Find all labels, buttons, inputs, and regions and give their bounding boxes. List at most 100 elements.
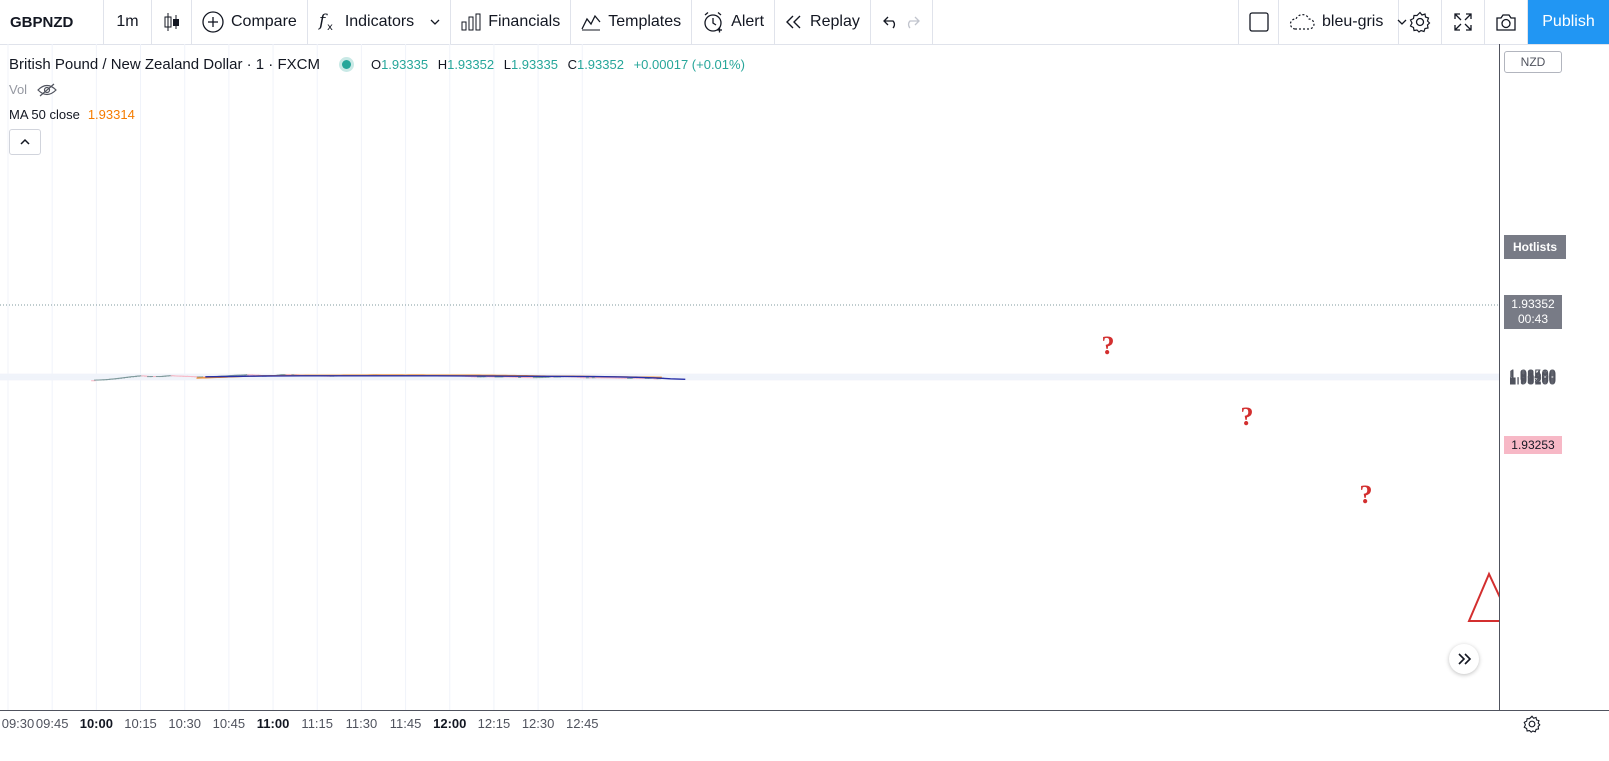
trend-line-drawing xyxy=(205,375,686,380)
candle-body xyxy=(105,379,111,381)
price-tick-label: 1.93450 xyxy=(1509,367,1556,383)
last-price-value: 1.93352 xyxy=(1511,297,1555,311)
alert-button[interactable]: Alert xyxy=(692,0,776,44)
compare-button[interactable]: Compare xyxy=(192,0,308,44)
eye-off-icon[interactable] xyxy=(37,83,57,97)
candle-body xyxy=(158,376,164,378)
candle-body xyxy=(94,379,99,381)
price-tick-label: 1.93300 xyxy=(1509,369,1556,385)
candle-body xyxy=(129,376,134,378)
alarm-clock-icon xyxy=(704,12,723,33)
candle-body xyxy=(229,375,235,377)
snapshot-button[interactable] xyxy=(1485,0,1528,44)
currency-button[interactable]: NZD xyxy=(1504,51,1562,73)
price-tick-label: 1.93150 xyxy=(1509,371,1556,387)
candle-body xyxy=(526,377,532,379)
candle-body xyxy=(244,374,249,376)
low-value: 1.93335 xyxy=(510,57,558,72)
time-tick-label: 12:30 xyxy=(521,716,555,731)
candle-body xyxy=(285,374,291,376)
candle-body xyxy=(529,377,535,379)
replay-label: Replay xyxy=(810,13,860,30)
undo-icon[interactable] xyxy=(883,15,899,29)
candle-body xyxy=(279,374,285,376)
indicators-label: Indicators xyxy=(344,13,415,30)
candle-body xyxy=(235,374,241,376)
main-series-legend[interactable]: British Pound / New Zealand Dollar · 1 ·… xyxy=(9,52,745,77)
scroll-to-realtime-button[interactable] xyxy=(1449,644,1479,674)
candle-body xyxy=(632,377,638,379)
collapse-legend-button[interactable] xyxy=(9,129,41,155)
time-tick-label: 10:00 xyxy=(79,716,113,731)
candle-body xyxy=(123,376,129,378)
candle-body xyxy=(253,374,258,376)
fullscreen-button[interactable] xyxy=(1442,0,1485,44)
interval-button[interactable]: 1m xyxy=(104,0,152,44)
layout-button[interactable]: bleu-gris xyxy=(1279,0,1407,44)
candle-body xyxy=(506,376,511,378)
hotlists-button[interactable]: Hotlists xyxy=(1504,235,1566,259)
candle-body xyxy=(111,378,117,380)
financials-button[interactable]: Financials xyxy=(451,0,572,44)
redo-icon[interactable] xyxy=(904,15,920,29)
time-tick-label: 10:30 xyxy=(168,716,201,731)
symbol-search-button[interactable]: GBPNZD xyxy=(0,0,104,44)
candle-body xyxy=(132,376,137,378)
question-mark-3[interactable]: ? xyxy=(1360,480,1373,509)
time-tick-label: 11:15 xyxy=(301,716,334,731)
triangle-drawing[interactable] xyxy=(1467,571,1499,622)
candle-body xyxy=(503,376,509,378)
question-mark-2[interactable]: ? xyxy=(1241,402,1254,431)
question-mark-1[interactable]: ? xyxy=(1102,331,1115,360)
candle-body xyxy=(500,376,506,378)
price-tick-label: 1.93200 xyxy=(1509,370,1556,386)
time-tick-label: 09:45 xyxy=(35,716,69,731)
expand-icon xyxy=(1454,13,1472,31)
replay-button[interactable]: Replay xyxy=(775,0,871,44)
volume-legend[interactable]: Vol xyxy=(9,77,745,102)
price-chart[interactable]: ? ? ? xyxy=(0,44,1499,710)
price-tick-label: 1.93500 xyxy=(1509,366,1556,382)
candle-body xyxy=(524,377,529,379)
settings-button[interactable] xyxy=(1399,0,1442,44)
candle-body xyxy=(155,376,161,378)
templates-button[interactable]: Templates xyxy=(571,0,693,44)
publish-label: Publish xyxy=(1542,13,1595,30)
candle-body xyxy=(91,380,96,382)
candle-body xyxy=(515,376,520,378)
candle-body xyxy=(197,376,202,378)
open-key: O xyxy=(370,57,382,72)
candle-body xyxy=(200,376,205,378)
chart-pane[interactable]: ? ? ? xyxy=(0,44,1499,710)
candle-body xyxy=(147,376,152,378)
candle-body xyxy=(194,376,199,378)
candle-body xyxy=(630,377,635,379)
gear-icon[interactable] xyxy=(1523,715,1541,733)
svg-text:f: f xyxy=(318,11,328,31)
price-tick-label: 1.93100 xyxy=(1509,372,1556,388)
candle-body xyxy=(182,375,187,377)
candle-body xyxy=(256,374,261,376)
svg-text:x: x xyxy=(327,22,333,33)
candle-body xyxy=(597,377,603,379)
ma-legend[interactable]: MA 50 close 1.93314 xyxy=(9,102,745,127)
candle-body xyxy=(509,376,514,378)
time-scale[interactable] xyxy=(0,710,1499,737)
chevron-down-icon[interactable] xyxy=(430,19,440,25)
chart-type-button[interactable] xyxy=(152,0,192,44)
candle-body xyxy=(138,375,143,377)
ohlc-values: O1.93335 H1.93352 L1.93335 C1.93352 +0.0… xyxy=(371,57,745,72)
camera-icon xyxy=(1496,14,1516,31)
candle-body xyxy=(541,376,547,378)
undo-redo-group xyxy=(871,0,933,44)
plus-circle-icon xyxy=(202,11,224,33)
candle-body xyxy=(120,377,126,379)
fullscreen-square-button[interactable] xyxy=(1239,0,1279,44)
change-value: +0.00017 (+0.01%) xyxy=(633,57,745,72)
candles-icon xyxy=(164,13,179,31)
price-scale[interactable] xyxy=(1499,44,1609,710)
publish-button[interactable]: Publish xyxy=(1528,0,1609,44)
candle-body xyxy=(582,377,588,379)
